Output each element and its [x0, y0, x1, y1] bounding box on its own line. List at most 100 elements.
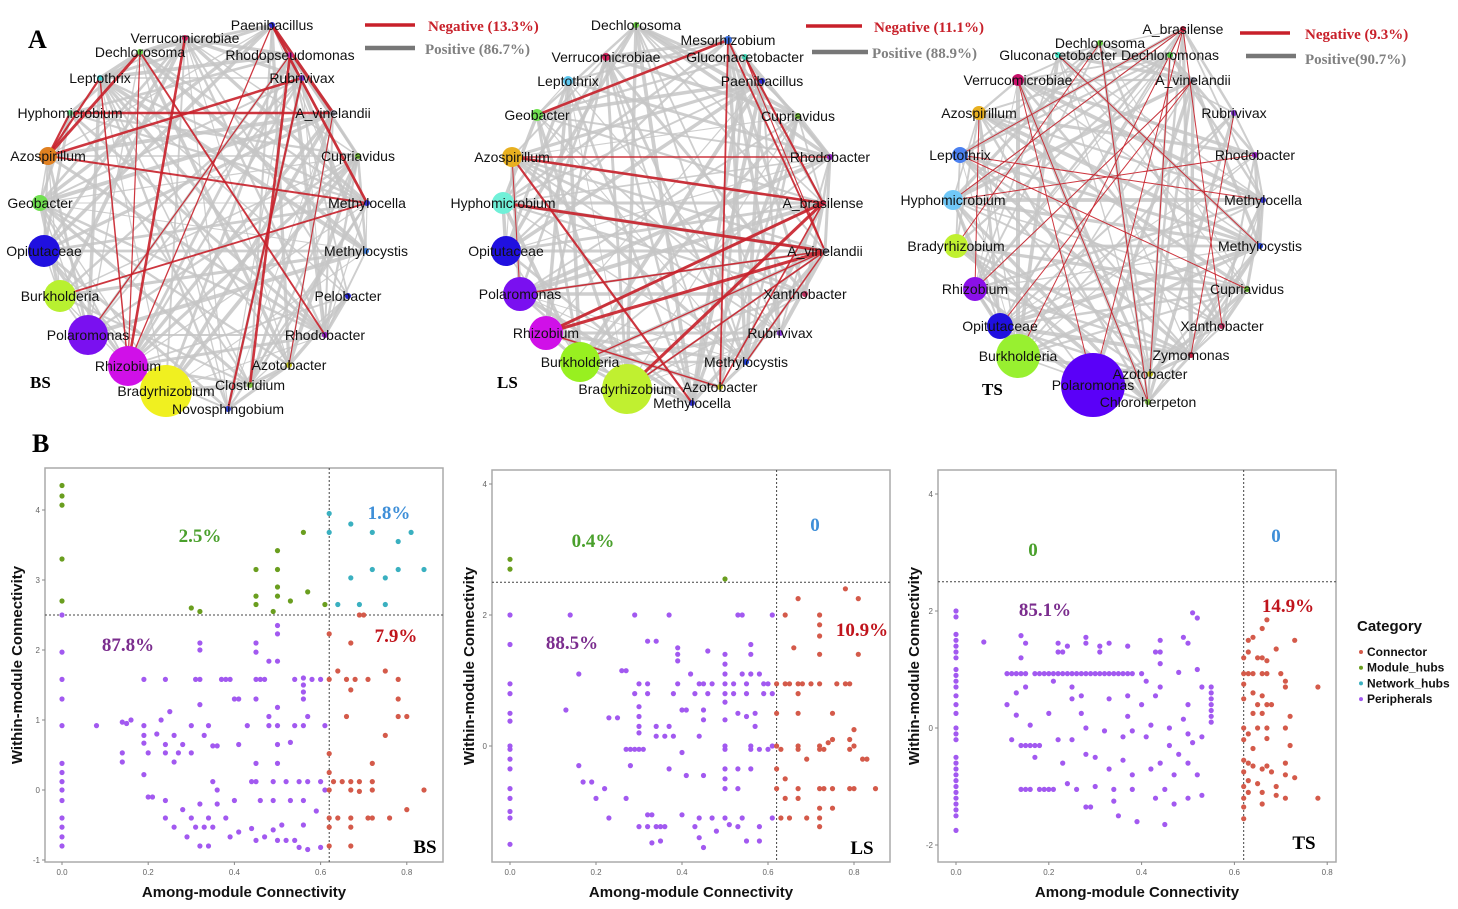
data-point	[670, 691, 677, 697]
data-point	[326, 787, 332, 793]
data-point	[666, 766, 672, 772]
data-point	[1018, 742, 1024, 749]
positive-edge	[127, 364, 251, 387]
data-point	[1125, 643, 1131, 649]
data-point	[829, 786, 836, 792]
data-point	[662, 733, 668, 739]
positive-edge	[69, 111, 368, 205]
data-point	[369, 787, 375, 793]
node-polaromonas	[503, 277, 537, 311]
data-point	[817, 633, 823, 639]
data-point	[300, 696, 306, 702]
data-point	[653, 733, 659, 739]
data-point	[1092, 783, 1098, 790]
legend-item: Module_hubs	[1367, 661, 1445, 675]
data-point	[223, 815, 229, 821]
data-point	[1115, 671, 1121, 677]
data-point	[953, 766, 959, 772]
data-point	[348, 687, 354, 693]
node-rhodobacter	[827, 154, 833, 160]
data-point	[953, 731, 959, 737]
data-point	[782, 795, 788, 802]
node-a-vinelandii	[1190, 77, 1196, 83]
node-leptothrix	[97, 75, 103, 81]
data-point	[326, 815, 332, 821]
data-point	[752, 723, 758, 730]
negative-edge	[1149, 54, 1171, 375]
data-point	[1180, 716, 1186, 722]
data-point	[1064, 781, 1070, 787]
data-point	[335, 815, 341, 821]
node-label: Paenibacillus	[231, 17, 314, 33]
data-point	[1060, 760, 1066, 766]
data-point	[1250, 710, 1256, 717]
node-label: Burkholderia	[979, 348, 1058, 364]
y-tick-label: 4	[929, 490, 934, 499]
node-dechloromonas	[1167, 52, 1173, 58]
node-label: Cupriavidus	[1210, 281, 1284, 297]
data-point	[1036, 671, 1043, 677]
data-point	[507, 766, 513, 772]
data-point	[59, 649, 65, 655]
data-point	[653, 723, 659, 730]
data-point	[748, 766, 754, 772]
plot-frame	[491, 469, 891, 863]
negative-edge	[288, 112, 334, 366]
data-point	[1241, 804, 1247, 810]
data-point	[361, 612, 367, 618]
data-point	[722, 691, 728, 697]
data-point	[1162, 786, 1168, 793]
node-dechlorosoma	[633, 22, 639, 28]
node-label: Xanthobacter	[763, 286, 847, 302]
data-point	[722, 746, 728, 752]
data-point	[731, 691, 737, 697]
data-point	[1083, 751, 1089, 757]
data-point	[507, 808, 513, 815]
node-label: Hyphomicrobium	[450, 195, 555, 211]
data-point	[507, 556, 513, 562]
data-point	[1111, 798, 1117, 804]
data-point	[1176, 751, 1182, 757]
data-point	[292, 676, 298, 683]
y-tick-label: 3	[36, 576, 41, 585]
data-point	[1069, 684, 1075, 690]
data-point	[981, 639, 987, 645]
data-point	[640, 746, 646, 752]
zi-pi-plot-bs: 0.0 0.2 0.4 0.6 0.8 -1 0 1 2 3 4 2.5% 1.8% 7.9% 87.8% B…	[9, 467, 444, 901]
data-point	[700, 707, 707, 713]
node-label: Rhodopseudomonas	[225, 47, 354, 63]
node-label: Rubrivivax	[747, 325, 812, 341]
data-point	[59, 493, 65, 499]
data-point	[855, 596, 861, 602]
node-label: Azospirillum	[941, 105, 1016, 121]
data-point	[162, 741, 168, 748]
data-point	[1273, 792, 1279, 798]
node-label: Xanthobacter	[1180, 318, 1264, 334]
data-point	[1023, 742, 1029, 749]
data-point	[804, 815, 810, 821]
positive-edge	[744, 80, 764, 363]
data-point	[1255, 725, 1261, 731]
data-point	[696, 835, 702, 841]
data-point	[287, 598, 293, 604]
quadrant-label-module-hubs: 2.5%	[179, 526, 222, 547]
data-point	[1083, 640, 1089, 646]
data-point	[726, 822, 732, 828]
positive-edge	[1190, 325, 1223, 356]
negative-edge	[744, 56, 826, 252]
x-tick-label: 0.6	[315, 868, 327, 877]
data-point	[343, 713, 350, 720]
data-point	[348, 824, 354, 830]
node-methylocella	[1260, 197, 1266, 203]
data-point	[636, 723, 642, 730]
data-point	[1273, 783, 1279, 790]
data-point	[257, 676, 263, 683]
positive-edge	[952, 78, 1194, 202]
data-point	[829, 736, 836, 743]
data-point	[1097, 643, 1103, 649]
data-point	[804, 756, 810, 762]
y-axis-title: Within-module Connectivity	[906, 566, 923, 765]
negative-edge	[127, 24, 273, 367]
negative-edge	[511, 156, 693, 404]
data-point	[1157, 661, 1163, 667]
